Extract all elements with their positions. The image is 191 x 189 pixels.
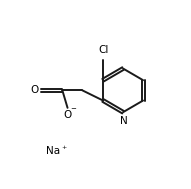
Text: N: N	[120, 116, 128, 126]
Text: +: +	[61, 145, 66, 150]
Text: Cl: Cl	[98, 45, 108, 55]
Text: Na: Na	[46, 146, 61, 156]
Text: −: −	[70, 106, 76, 112]
Text: O: O	[31, 85, 39, 95]
Text: O: O	[63, 110, 72, 120]
